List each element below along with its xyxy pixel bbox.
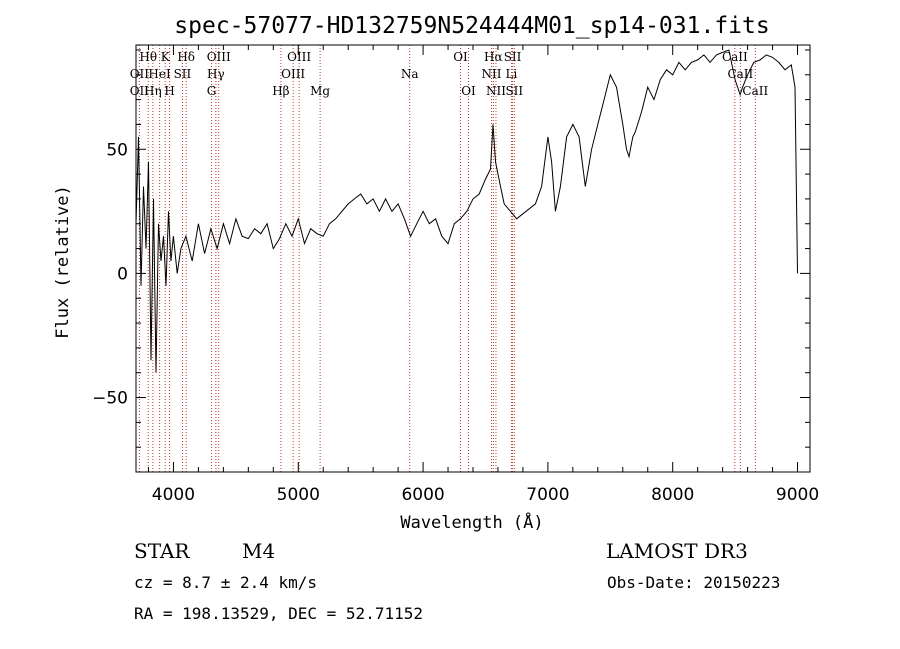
spectral-line-label: Hθ: [139, 50, 157, 64]
x-tick-label: 4000: [152, 485, 195, 505]
y-tick-label: 50: [106, 140, 128, 160]
survey-name: LAMOST DR3: [606, 539, 748, 563]
obs-date-text: Obs-Date: 20150223: [607, 573, 780, 592]
x-axis-label: Wavelength (Å): [400, 511, 543, 533]
spectral-line-label: Hγ: [207, 67, 225, 81]
spectral-line-label: NII: [486, 84, 506, 98]
spectrum-line: [135, 49, 798, 373]
spectral-line-label: G: [207, 84, 217, 98]
spectral-line-label: CaII: [722, 50, 748, 64]
spectral-line-label: NII: [481, 67, 501, 81]
spectral-line-label: Li: [506, 67, 518, 81]
spectral-line-label: K: [161, 50, 171, 64]
spectral-line-label: OII: [130, 84, 150, 98]
coords-text: RA = 198.13529, DEC = 52.71152: [134, 604, 423, 623]
x-axis-ticks: 4000 5000 6000 7000 8000 9000: [147, 45, 819, 505]
x-tick-label: 9000: [776, 485, 819, 505]
spectral-line-label: OIII: [207, 50, 231, 64]
spectral-line-label: OI: [453, 50, 468, 64]
x-tick-label: 8000: [651, 485, 694, 505]
spectral-line-markers: [138, 45, 756, 472]
object-class: STAR: [134, 539, 190, 563]
x-tick-label: 5000: [277, 485, 320, 505]
chart-title: spec-57077-HD132759N524444M01_sp14-031.f…: [174, 13, 769, 39]
object-subclass: M4: [242, 539, 275, 563]
y-axis-ticks: −50 0 50: [92, 49, 810, 473]
x-tick-label: 7000: [526, 485, 569, 505]
spectral-line-label: OII: [130, 67, 150, 81]
spectral-line-label: CaII: [727, 67, 753, 81]
spectral-line-label: OIII: [287, 50, 311, 64]
y-tick-label: −50: [92, 389, 128, 409]
x-tick-label: 6000: [401, 485, 444, 505]
spectral-line-label: Na: [401, 67, 419, 81]
y-axis-label: Flux (relative): [53, 185, 73, 339]
spectral-line-label: Mg: [310, 84, 330, 98]
spectral-line-label: Hα: [484, 50, 503, 64]
redshift-text: cz = 8.7 ± 2.4 km/s: [134, 573, 317, 592]
spectral-line-label: SII: [504, 50, 522, 64]
spectral-line-label: OI: [461, 84, 476, 98]
spectral-line-label: SII: [505, 84, 523, 98]
spectral-line-label: SII: [174, 67, 192, 81]
y-tick-label: 0: [117, 264, 128, 284]
spectral-line-label: HeI: [148, 67, 171, 81]
spectral-line-label: Hβ: [272, 84, 289, 98]
spectral-line-label: OIII: [281, 67, 305, 81]
spectral-line-label: H: [164, 84, 174, 98]
spectral-line-label: CaII: [742, 84, 768, 98]
spectral-line-label: Hδ: [177, 50, 195, 64]
spectral-line-label: Hη: [144, 84, 162, 98]
